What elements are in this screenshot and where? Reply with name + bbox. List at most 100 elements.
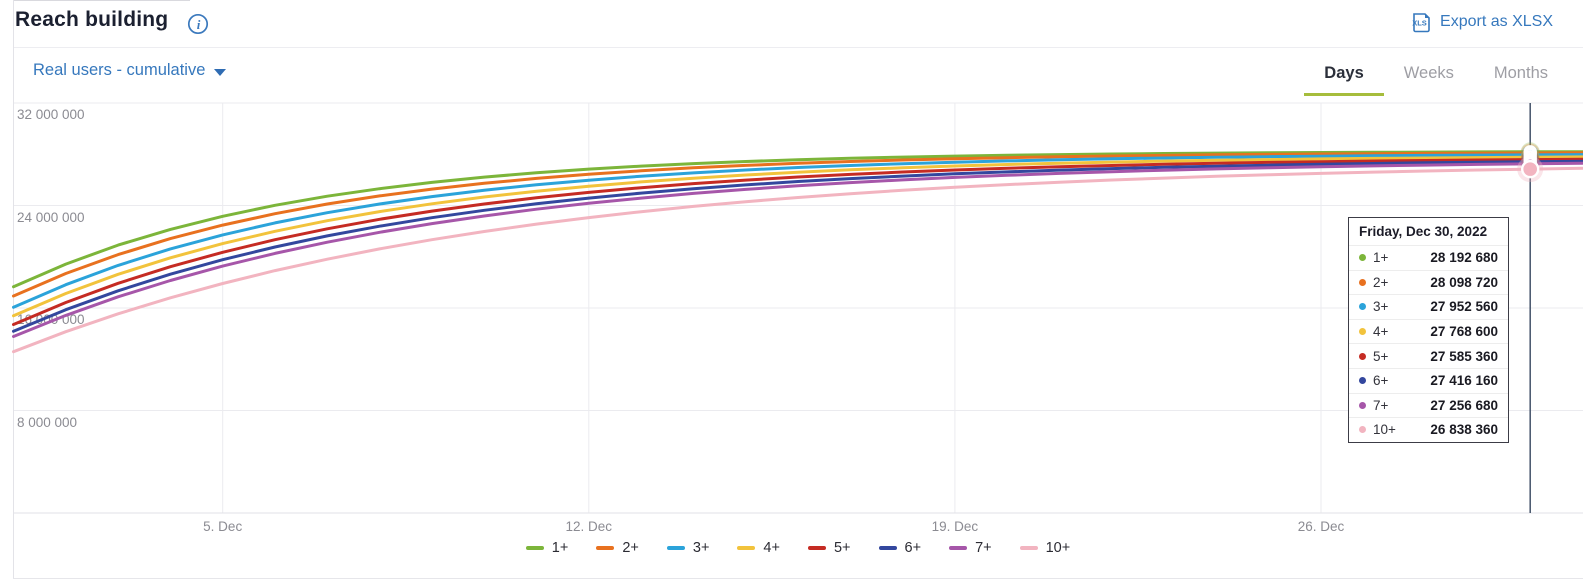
tooltip-row-7+: 7+ 27 256 680 <box>1349 392 1508 418</box>
svg-text:i: i <box>197 17 201 32</box>
tooltip-series-label: 10+ <box>1373 422 1396 438</box>
chart-legend: 1+ 2+ 3+ 4+ 5+ 6+ 7+ 10+ <box>13 540 1583 556</box>
marker-halo-1+ <box>1520 142 1540 162</box>
tooltip-series-value: 27 416 160 <box>1430 373 1498 389</box>
tooltip-series-label: 2+ <box>1373 274 1389 290</box>
header-divider <box>14 47 1583 48</box>
tooltip-row-3+: 3+ 27 952 560 <box>1349 294 1508 319</box>
x-axis-label: 26. Dec <box>1297 519 1345 534</box>
series-dot-icon <box>1359 278 1366 286</box>
tooltip-series-value: 28 098 720 <box>1430 274 1498 290</box>
info-icon[interactable]: i <box>186 12 210 36</box>
marker-10+ <box>1520 159 1540 179</box>
tooltip-date: Friday, Dec 30, 2022 <box>1359 224 1488 239</box>
export-xlsx-label: Export as XLSX <box>1440 13 1553 30</box>
marker-halo-4+ <box>1520 147 1540 167</box>
legend-swatch-icon <box>596 546 615 550</box>
legend-item-3+[interactable]: 3+ <box>666 540 710 556</box>
tab-months[interactable]: Months <box>1493 64 1548 82</box>
marker-3+ <box>1523 148 1537 162</box>
chart-tooltip: Friday, Dec 30, 2022 1+ 28 192 680 2+ 28 09… <box>1348 217 1509 443</box>
tooltip-series-value: 27 585 360 <box>1430 348 1498 364</box>
legend-label: 2+ <box>622 540 639 556</box>
legend-label: 6+ <box>904 540 922 556</box>
marker-halo-5+ <box>1520 150 1540 170</box>
tooltip-row-5+: 5+ 27 585 360 <box>1349 343 1508 368</box>
legend-swatch-icon <box>525 546 544 550</box>
tooltip-series-label: 4+ <box>1373 324 1389 340</box>
tooltip-row-6+: 6+ 27 416 160 <box>1349 367 1508 393</box>
legend-swatch-icon <box>1019 546 1038 550</box>
y-axis-label: 24 000 000 <box>17 209 85 225</box>
legend-swatch-icon <box>807 546 826 550</box>
export-xlsx-button[interactable]: XLS Export as XLSX <box>1411 11 1553 33</box>
legend-label: 1+ <box>551 540 569 556</box>
y-axis-label: 8 000 000 <box>17 414 78 430</box>
page-title: Reach building <box>15 8 169 31</box>
top-border <box>13 0 190 1</box>
x-axis-label: 12. Dec <box>565 519 613 534</box>
tab-days[interactable]: Days <box>1304 56 1384 96</box>
marker-halo-3+ <box>1520 145 1540 165</box>
tooltip-row-10+: 10+ 26 838 360 <box>1349 417 1508 442</box>
tooltip-series-label: 6+ <box>1373 373 1389 389</box>
legend-label: 7+ <box>975 540 992 556</box>
tooltip-series-label: 3+ <box>1373 299 1389 315</box>
series-dot-icon <box>1359 328 1366 336</box>
tooltip-series-label: 5+ <box>1373 348 1389 364</box>
marker-5+ <box>1523 152 1537 167</box>
series-dot-icon <box>1359 401 1366 409</box>
legend-item-5+[interactable]: 5+ <box>807 540 851 556</box>
metric-dropdown[interactable]: Real users - cumulative <box>33 61 227 80</box>
legend-swatch-icon <box>949 546 968 550</box>
legend-item-4+[interactable]: 4+ <box>737 540 780 556</box>
x-axis-label: 5. Dec <box>203 519 243 534</box>
tab-weeks[interactable]: Weeks <box>1403 64 1454 82</box>
card-bottom-border <box>13 578 1583 579</box>
series-dot-icon <box>1359 426 1366 434</box>
tooltip-series-value: 27 256 680 <box>1430 397 1498 413</box>
legend-item-1+[interactable]: 1+ <box>525 540 569 556</box>
marker-halo-2+ <box>1520 143 1540 163</box>
legend-item-6+[interactable]: 6+ <box>878 540 922 556</box>
tooltip-row-2+: 2+ 28 098 720 <box>1349 269 1508 295</box>
legend-item-10+[interactable]: 10+ <box>1019 540 1071 556</box>
tooltip-series-value: 28 192 680 <box>1430 250 1498 266</box>
marker-halo-6+ <box>1520 152 1540 172</box>
granularity-tabs: Days Weeks Months <box>1304 56 1568 96</box>
metric-dropdown-value: Real users - cumulative <box>33 61 206 79</box>
marker-halo-10+ <box>1517 156 1544 183</box>
chevron-down-icon <box>214 68 227 76</box>
legend-item-7+[interactable]: 7+ <box>949 540 992 556</box>
legend-label: 5+ <box>833 540 851 556</box>
xlsx-file-icon: XLS <box>1412 13 1430 33</box>
tooltip-series-value: 27 952 560 <box>1430 299 1498 315</box>
y-axis-label: 32 000 000 <box>17 107 85 122</box>
tooltip-row-1+: 1+ 28 192 680 <box>1349 245 1508 270</box>
legend-swatch-icon <box>666 546 685 550</box>
series-dot-icon <box>1359 352 1366 360</box>
legend-label: 3+ <box>692 540 710 556</box>
series-dot-icon <box>1359 254 1366 262</box>
marker-7+ <box>1523 157 1537 171</box>
series-dot-icon <box>1359 377 1366 385</box>
tooltip-series-value: 27 768 600 <box>1430 324 1498 340</box>
x-axis-label: 19. Dec <box>931 519 979 534</box>
legend-swatch-icon <box>737 546 756 550</box>
svg-text:XLS: XLS <box>1412 19 1427 28</box>
marker-halo-7+ <box>1520 154 1540 174</box>
legend-swatch-icon <box>878 546 897 550</box>
legend-item-2+[interactable]: 2+ <box>596 540 639 556</box>
tooltip-series-label: 1+ <box>1373 250 1389 266</box>
marker-4+ <box>1523 150 1537 164</box>
tooltip-row-4+: 4+ 27 768 600 <box>1349 318 1508 344</box>
marker-1+ <box>1523 145 1537 159</box>
legend-label: 10+ <box>1045 540 1071 556</box>
y-axis-label: 16 000 000 <box>17 312 85 327</box>
legend-label: 4+ <box>763 540 780 556</box>
tooltip-series-label: 7+ <box>1373 397 1389 413</box>
series-dot-icon <box>1359 303 1366 311</box>
